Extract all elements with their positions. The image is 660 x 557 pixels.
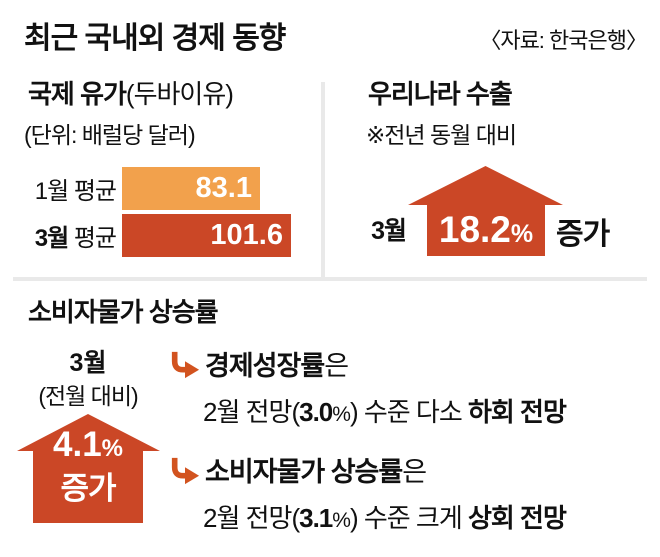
oil-bar-row-mar: 3월 평균 101.6	[0, 214, 291, 257]
exports-value-number: 18.2	[438, 209, 511, 250]
bullet-head-tail: 은	[324, 351, 349, 381]
up-arrow-icon	[17, 414, 160, 523]
oil-bar-mar: 101.6	[122, 214, 291, 257]
oil-title-paren: (두바이유)	[125, 79, 234, 109]
bar-rest: 평균	[68, 225, 117, 252]
bullet-line-pre: 2월 전망(	[203, 503, 300, 533]
cpi-value: 4.1%	[33, 424, 143, 470]
bullet-cpi-detail: 2월 전망(3.1%) 수준 크게 상회 전망	[203, 498, 567, 535]
bullet-growth-title: 경제성장률은	[205, 344, 349, 383]
cpi-value-number: 4.1	[53, 425, 102, 464]
bullet-growth-head: 경제성장률은	[170, 344, 349, 383]
bullet-growth-detail: 2월 전망(3.0%) 수준 다소 하회 전망	[203, 392, 567, 429]
branch-arrow-icon	[171, 351, 200, 379]
bar-rest: 평균	[68, 178, 117, 205]
bullet-line-mid: ) 수준 크게	[349, 503, 468, 533]
bullet-line-pre: 2월 전망(	[203, 397, 300, 427]
oil-unit-note: (단위: 배럴당 달러)	[24, 122, 196, 148]
exports-panel-title: 우리나라 수출	[368, 79, 513, 109]
horizontal-divider	[13, 277, 647, 281]
exports-note: ※전년 동월 대비	[366, 122, 517, 148]
percent-sign: %	[510, 220, 534, 248]
oil-bar-jan: 83.1	[122, 167, 260, 210]
oil-bar-label-jan: 1월 평균	[0, 171, 122, 206]
bullet-head-bold: 소비자물가 상승률	[205, 457, 403, 487]
cpi-arrow-text: 4.1% 증가	[33, 424, 143, 508]
bullet-line-bold: 하회 전망	[467, 397, 567, 427]
percent-sign: %	[332, 403, 351, 426]
oil-title-main: 국제 유가	[28, 79, 127, 109]
forecast-value: 3.1	[299, 503, 333, 533]
page-title: 최근 국내외 경제 동향	[24, 22, 286, 55]
branch-arrow-icon	[171, 457, 200, 485]
bullet-line-bold: 상회 전망	[467, 503, 567, 533]
vertical-divider	[321, 82, 325, 277]
forecast-value: 3.0	[299, 397, 333, 427]
exports-direction-label: 증가	[556, 218, 610, 251]
exports-value: 18.2%	[427, 205, 545, 255]
cpi-title: 소비자물가 상승률	[28, 297, 219, 327]
bar-month: 1월	[34, 178, 69, 205]
oil-bar-label-mar: 3월 평균	[0, 218, 122, 253]
bullet-line-mid: ) 수준 다소	[349, 397, 468, 427]
cpi-month-label: 3월	[69, 349, 107, 377]
oil-panel-title: 국제 유가(두바이유)	[28, 74, 234, 111]
oil-bar-row-jan: 1월 평균 83.1	[0, 167, 260, 210]
oil-bar-value-mar: 101.6	[210, 219, 283, 251]
bar-month: 3월	[34, 225, 69, 252]
bullet-head-bold: 경제성장률	[205, 351, 325, 381]
cpi-direction-label: 증가	[60, 471, 116, 506]
percent-sign: %	[332, 509, 351, 532]
exports-month-label: 3월	[371, 217, 407, 245]
bullet-cpi-title: 소비자물가 상승률은	[205, 450, 427, 489]
source-note: 〈자료: 한국은행〉	[479, 28, 648, 53]
percent-sign: %	[101, 435, 123, 462]
bullet-head-tail: 은	[402, 457, 427, 487]
bullet-cpi-head: 소비자물가 상승률은	[170, 450, 427, 489]
up-arrow-icon	[408, 166, 563, 256]
oil-bar-value-jan: 83.1	[195, 172, 252, 204]
cpi-note: (전월 대비)	[38, 383, 138, 409]
